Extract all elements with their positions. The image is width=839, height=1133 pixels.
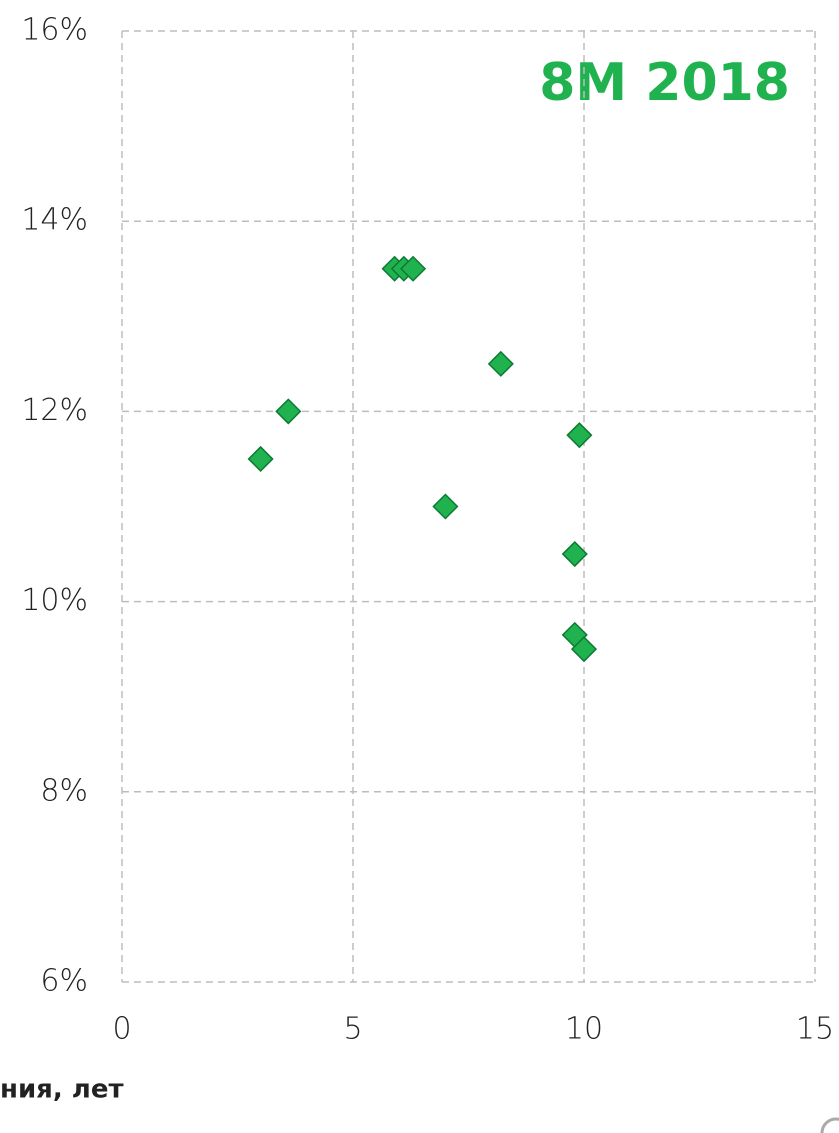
x-tick-label: 15 (796, 1012, 834, 1047)
point (275, 398, 302, 425)
point (561, 540, 588, 568)
y-tick-label: 6% (40, 964, 88, 999)
y-tick-label: 8% (40, 773, 88, 808)
x-axis-label: ния, лет (0, 1075, 124, 1105)
point (399, 255, 427, 282)
y-tick-label: 10% (21, 583, 88, 618)
x-tick-label: 5 (343, 1012, 362, 1047)
x-tick-label: 10 (565, 1012, 603, 1047)
y-tick-label: 12% (21, 393, 88, 428)
x-tick-label: 0 (112, 1012, 131, 1047)
point (487, 350, 514, 377)
point (432, 493, 459, 520)
y-tick-label: 14% (21, 203, 88, 238)
point (566, 422, 593, 449)
point (570, 636, 598, 663)
y-tick-label: 16% (21, 13, 88, 48)
point (247, 445, 274, 473)
decoration (820, 1117, 839, 1133)
annotation: 8M 2018 (539, 53, 790, 113)
